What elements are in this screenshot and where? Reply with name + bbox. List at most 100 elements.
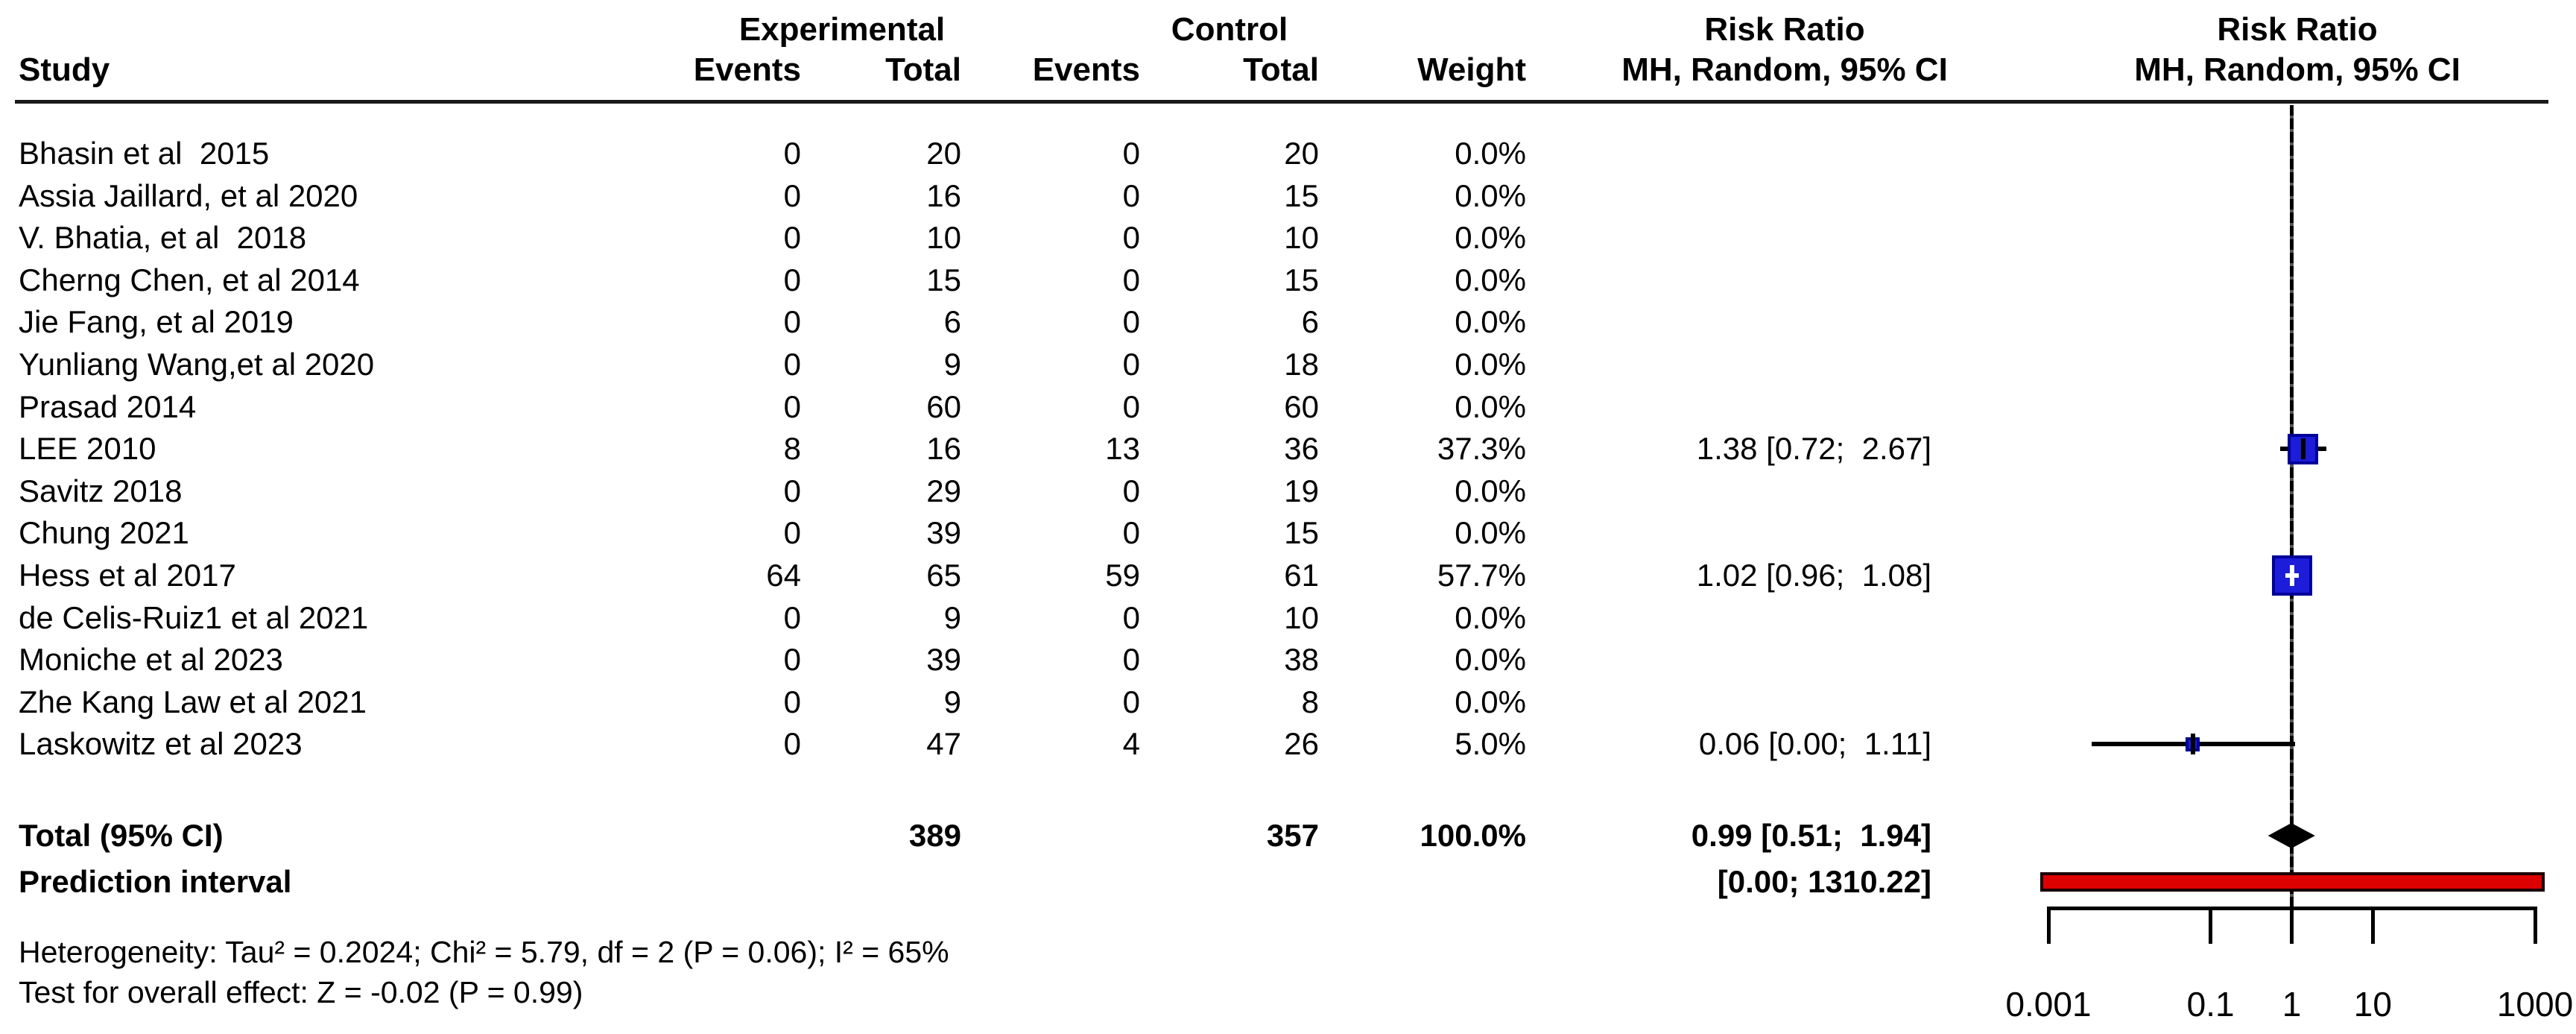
ctrl-events: 0	[1122, 136, 1140, 171]
ctrl-events: 0	[1122, 515, 1140, 551]
study-name: de Celis-Ruiz1 et al 2021	[19, 599, 369, 635]
ctrl-events: 0	[1122, 304, 1140, 340]
ctrl-total: 10	[1284, 220, 1319, 256]
exp-events: 0	[783, 726, 801, 762]
exp-total: 10	[926, 220, 961, 256]
exp-events: 0	[783, 388, 801, 424]
study-name: Bhasin et al 2015	[19, 136, 270, 171]
exp-events: 0	[783, 599, 801, 635]
weight: 37.3%	[1437, 431, 1526, 467]
table-row: Assia Jaillard, et al 2020 0 16 0 15 0.0%	[0, 176, 2576, 216]
table-row: Savitz 2018 0 29 0 19 0.0%	[0, 471, 2576, 511]
ctrl-events: 0	[1122, 473, 1140, 508]
table-row: LEE 2010 8 16 13 36 37.3% 1.38 [0.72; 2.67]	[0, 429, 2576, 469]
prediction-interval-bar	[2040, 872, 2545, 892]
table-row: Moniche et al 2023 0 39 0 38 0.0%	[0, 640, 2576, 680]
point-estimate-tick	[2300, 438, 2306, 460]
ctrl-total: 19	[1284, 473, 1319, 508]
weight: 5.0%	[1455, 726, 1526, 762]
weight: 0.0%	[1455, 347, 1526, 382]
table-row: V. Bhatia, et al 2018 0 10 0 10 0.0%	[0, 218, 2576, 258]
study-name: Hess et al 2017	[19, 558, 236, 593]
ctrl-total: 8	[1301, 684, 1319, 719]
exp-events: 0	[783, 136, 801, 171]
prediction-ci-text: [0.00; 1310.22]	[1717, 864, 1931, 899]
ctrl-total: 18	[1284, 347, 1319, 382]
header-exp-total: Total	[885, 51, 961, 88]
study-name: Chung 2021	[19, 515, 189, 551]
weight: 0.0%	[1455, 177, 1526, 213]
weight: 0.0%	[1455, 642, 1526, 678]
exp-events: 0	[783, 304, 801, 340]
x-axis-tick-label: 0.1	[2186, 985, 2235, 1024]
exp-total: 16	[926, 177, 961, 213]
ctrl-events: 0	[1122, 262, 1140, 297]
rr-ci-text: 0.06 [0.00; 1.11]	[1698, 726, 1931, 762]
rr-ci-text: 1.02 [0.96; 1.08]	[1696, 558, 1931, 593]
exp-total: 9	[943, 599, 961, 635]
weight: 0.0%	[1455, 304, 1526, 340]
weight: 0.0%	[1455, 136, 1526, 171]
study-name: Assia Jaillard, et al 2020	[19, 177, 358, 213]
exp-events: 0	[783, 177, 801, 213]
overall-effect-note: Test for overall effect: Z = -0.02 (P = …	[19, 975, 583, 1009]
study-name: Zhe Kang Law et al 2021	[19, 684, 367, 719]
study-name: Savitz 2018	[19, 473, 183, 508]
weight: 0.0%	[1455, 388, 1526, 424]
ctrl-events: 0	[1122, 599, 1140, 635]
x-axis-tick	[2209, 907, 2213, 944]
x-axis-tick-label: 10	[2353, 985, 2392, 1024]
ctrl-events: 4	[1122, 726, 1140, 762]
exp-events: 0	[783, 684, 801, 719]
header-weight: Weight	[1417, 51, 1526, 88]
ctrl-total: 60	[1284, 388, 1319, 424]
table-row: Chung 2021 0 39 0 15 0.0%	[0, 513, 2576, 553]
study-name: Cherng Chen, et al 2014	[19, 262, 360, 297]
study-name: Prasad 2014	[19, 388, 197, 424]
total-ctrl-total: 357	[1266, 818, 1319, 853]
table-row: Laskowitz et al 2023 0 47 4 26 5.0% 0.06 [0.00…	[0, 724, 2576, 764]
exp-total: 6	[943, 304, 961, 340]
exp-events: 0	[783, 515, 801, 551]
ctrl-total: 15	[1284, 177, 1319, 213]
reference-line	[2290, 105, 2294, 908]
header-exp-events: Events	[693, 51, 801, 88]
exp-total: 20	[926, 136, 961, 171]
ctrl-events: 0	[1122, 347, 1140, 382]
exp-total: 39	[926, 515, 961, 551]
study-name: Yunliang Wang,et al 2020	[19, 347, 375, 382]
exp-events: 0	[783, 262, 801, 297]
ctrl-events: 0	[1122, 642, 1140, 678]
ctrl-total: 15	[1284, 515, 1319, 551]
point-estimate-tick-h	[2285, 573, 2300, 578]
exp-total: 47	[926, 726, 961, 762]
weight: 0.0%	[1455, 262, 1526, 297]
exp-total: 15	[926, 262, 961, 297]
weight: 0.0%	[1455, 599, 1526, 635]
header-ctrl-events: Events	[1032, 51, 1140, 88]
weight: 57.7%	[1437, 558, 1526, 593]
x-axis-tick-label: 0.001	[2005, 985, 2092, 1024]
exp-events: 0	[783, 642, 801, 678]
header-risk-ratio-text: Risk Ratio	[1704, 11, 1865, 48]
ctrl-events: 0	[1122, 177, 1140, 213]
weight: 0.0%	[1455, 515, 1526, 551]
table-row: Hess et al 2017 64 65 59 61 57.7% 1.02 [0.96; …	[0, 555, 2576, 596]
ctrl-total: 15	[1284, 262, 1319, 297]
total-label: Total (95% CI)	[19, 818, 224, 853]
prediction-row: Prediction interval [0.00; 1310.22]	[0, 862, 2576, 902]
ctrl-total: 61	[1284, 558, 1319, 593]
header-ctrl-total: Total	[1243, 51, 1319, 88]
header-risk-ratio-plot: Risk Ratio	[2217, 11, 2378, 48]
table-row: de Celis-Ruiz1 et al 2021 0 9 0 10 0.0%	[0, 598, 2576, 638]
exp-total: 29	[926, 473, 961, 508]
x-axis-tick	[2046, 907, 2051, 944]
ctrl-events: 0	[1122, 220, 1140, 256]
exp-total: 9	[943, 347, 961, 382]
exp-total: 16	[926, 431, 961, 467]
x-axis-tick	[2533, 907, 2537, 944]
ctrl-total: 38	[1284, 642, 1319, 678]
weight: 0.0%	[1455, 473, 1526, 508]
point-estimate-tick	[2190, 734, 2195, 755]
rr-ci-text: 1.38 [0.72; 2.67]	[1696, 431, 1931, 467]
